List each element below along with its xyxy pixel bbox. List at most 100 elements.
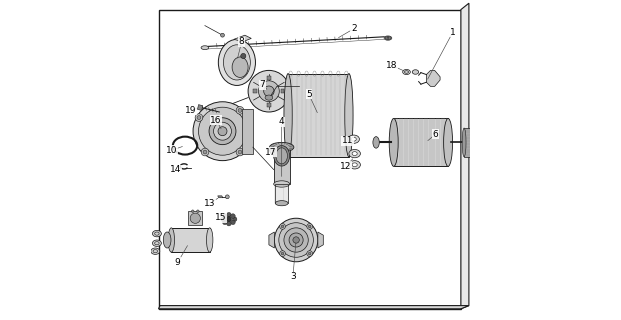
Ellipse shape [265, 95, 273, 100]
Text: 13: 13 [204, 199, 215, 208]
Ellipse shape [348, 135, 360, 143]
Ellipse shape [219, 39, 255, 85]
Ellipse shape [274, 181, 290, 187]
Circle shape [225, 103, 230, 108]
Circle shape [199, 107, 247, 155]
Circle shape [309, 252, 311, 255]
Circle shape [309, 225, 311, 228]
Circle shape [289, 233, 303, 247]
Ellipse shape [163, 232, 171, 248]
Polygon shape [197, 105, 202, 110]
Text: 8: 8 [239, 37, 245, 46]
Polygon shape [464, 128, 472, 157]
Text: 6: 6 [432, 130, 438, 139]
Text: 1: 1 [450, 28, 456, 36]
Polygon shape [218, 196, 223, 198]
Ellipse shape [274, 144, 290, 150]
Ellipse shape [224, 45, 250, 80]
Circle shape [238, 150, 242, 154]
Polygon shape [269, 232, 274, 248]
Ellipse shape [275, 201, 288, 206]
Text: 9: 9 [175, 258, 181, 267]
Ellipse shape [345, 74, 353, 157]
Circle shape [222, 214, 227, 218]
Circle shape [231, 220, 235, 225]
Circle shape [236, 107, 244, 114]
Circle shape [274, 218, 318, 262]
Text: 4: 4 [279, 117, 284, 126]
Circle shape [197, 116, 201, 119]
Circle shape [191, 210, 194, 212]
Ellipse shape [351, 137, 356, 141]
Circle shape [293, 237, 299, 243]
Text: 15: 15 [215, 213, 227, 222]
Ellipse shape [284, 74, 292, 157]
Circle shape [225, 195, 229, 199]
Circle shape [190, 213, 201, 223]
Circle shape [264, 86, 274, 96]
Circle shape [241, 53, 246, 59]
Ellipse shape [443, 118, 453, 166]
Ellipse shape [384, 36, 392, 40]
Text: 10: 10 [166, 146, 177, 155]
Circle shape [193, 102, 252, 161]
Circle shape [284, 228, 308, 252]
Text: 12: 12 [340, 162, 351, 171]
Circle shape [220, 33, 224, 37]
Circle shape [214, 122, 232, 140]
Text: 7: 7 [260, 80, 265, 89]
Circle shape [279, 224, 286, 229]
Circle shape [209, 118, 236, 145]
Ellipse shape [352, 152, 357, 156]
Circle shape [258, 81, 279, 102]
Text: 5: 5 [306, 90, 312, 99]
Polygon shape [242, 109, 253, 154]
Polygon shape [267, 76, 271, 80]
Ellipse shape [273, 148, 281, 153]
Circle shape [279, 223, 314, 257]
Circle shape [238, 108, 242, 112]
Polygon shape [318, 232, 324, 248]
Ellipse shape [352, 163, 357, 167]
Circle shape [231, 214, 235, 218]
Ellipse shape [349, 149, 360, 158]
Text: 2: 2 [351, 24, 356, 33]
Polygon shape [188, 211, 202, 225]
Ellipse shape [462, 128, 466, 157]
Text: 16: 16 [211, 116, 222, 124]
Polygon shape [274, 147, 290, 184]
Ellipse shape [152, 230, 161, 237]
Ellipse shape [232, 57, 248, 77]
Ellipse shape [168, 228, 175, 252]
Circle shape [201, 148, 209, 156]
Ellipse shape [270, 145, 284, 156]
Circle shape [195, 114, 203, 122]
Text: 3: 3 [290, 272, 296, 281]
Polygon shape [233, 35, 252, 42]
Polygon shape [394, 118, 448, 166]
Ellipse shape [349, 161, 360, 169]
Circle shape [203, 150, 207, 154]
Ellipse shape [207, 228, 213, 252]
Circle shape [279, 251, 286, 256]
Ellipse shape [151, 248, 160, 254]
Circle shape [248, 70, 290, 112]
Ellipse shape [476, 138, 481, 147]
Text: 18: 18 [386, 61, 398, 70]
Ellipse shape [389, 118, 398, 166]
Circle shape [197, 210, 199, 212]
Polygon shape [461, 3, 469, 309]
Ellipse shape [274, 146, 290, 166]
Ellipse shape [373, 137, 379, 148]
Ellipse shape [270, 142, 294, 152]
Circle shape [222, 220, 227, 225]
Text: 17: 17 [265, 148, 276, 156]
Ellipse shape [152, 240, 161, 246]
Circle shape [218, 127, 227, 136]
Polygon shape [427, 70, 440, 86]
Polygon shape [267, 103, 271, 107]
Ellipse shape [412, 70, 419, 74]
Circle shape [227, 221, 231, 226]
Polygon shape [171, 228, 210, 252]
Polygon shape [158, 306, 469, 309]
